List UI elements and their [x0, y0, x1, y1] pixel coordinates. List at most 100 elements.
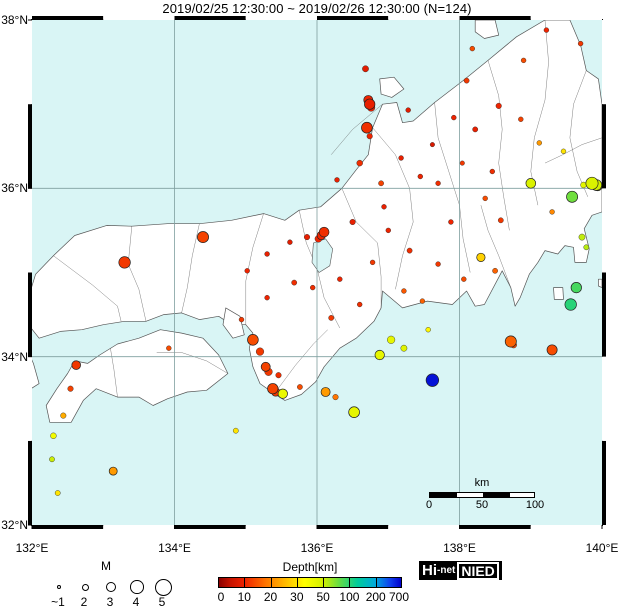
earthquake-marker	[297, 384, 303, 390]
earthquake-marker	[495, 102, 502, 109]
magnitude-symbol-3	[130, 580, 144, 594]
scale-unit-label: km	[474, 477, 490, 489]
depth-label-7: 700	[388, 590, 410, 604]
lat-tick-label-1: 36°N	[1, 181, 28, 196]
earthquake-marker	[546, 344, 558, 356]
earthquake-marker	[310, 284, 316, 291]
earthquake-marker	[361, 121, 373, 134]
earthquake-marker	[385, 227, 391, 234]
earthquake-marker	[264, 251, 270, 257]
earthquake-marker	[247, 334, 259, 346]
lon-tick-label-3: 138°E	[443, 541, 476, 555]
depth-tick-2	[270, 577, 272, 588]
earthquake-marker	[320, 387, 331, 397]
earthquake-marker	[469, 45, 475, 52]
earthquake-marker	[60, 412, 67, 419]
earthquake-marker	[387, 335, 396, 344]
earthquake-marker	[425, 373, 440, 387]
earthquake-marker	[406, 247, 413, 254]
lat-tick-label-0: 38°N	[1, 13, 28, 27]
earthquake-marker	[566, 190, 579, 203]
earthquake-marker	[54, 490, 61, 496]
magnitude-label-2: 3	[106, 595, 114, 609]
earthquake-marker	[549, 209, 555, 215]
map-graphics	[32, 20, 602, 525]
earthquake-marker	[357, 301, 363, 308]
earthquake-marker	[577, 40, 584, 47]
earthquake-marker	[419, 298, 426, 304]
earthquake-marker	[337, 276, 343, 282]
depth-colorbar	[218, 577, 402, 588]
earthquake-marker	[398, 155, 404, 161]
magnitude-symbol-2	[106, 582, 116, 592]
earthquake-marker	[482, 195, 488, 202]
scale-tick-0: 0	[425, 499, 433, 511]
magnitude-symbol-4	[154, 578, 172, 596]
earthquake-marker	[374, 349, 385, 361]
magnitude-symbol-1	[81, 583, 89, 591]
depth-tick-4	[323, 577, 325, 588]
earthquake-marker	[334, 177, 340, 183]
earthquake-marker	[197, 231, 209, 244]
page-title: 2019/02/25 12:30:00 ~ 2019/02/26 12:30:0…	[162, 1, 472, 16]
earthquake-marker	[362, 65, 369, 73]
earthquake-marker	[492, 267, 498, 274]
earthquake-marker	[349, 218, 356, 225]
earthquake-marker	[401, 288, 407, 294]
earthquake-marker	[255, 347, 265, 356]
magnitude-label-4: 5	[158, 595, 166, 609]
earthquake-marker	[417, 173, 423, 180]
earthquake-marker	[356, 159, 363, 167]
lon-tick-label-4: 140°E	[585, 541, 619, 555]
depth-label-5: 100	[339, 590, 360, 604]
earthquake-marker	[400, 344, 408, 352]
lon-tick-label-1: 134°E	[158, 541, 191, 555]
depth-label-6: 200	[365, 590, 386, 604]
earthquake-marker	[583, 244, 590, 251]
earthquake-marker	[118, 256, 131, 269]
earthquake-marker	[108, 466, 118, 476]
earthquake-marker	[275, 372, 282, 379]
depth-tick-3	[296, 577, 298, 588]
earthquake-marker	[451, 114, 457, 121]
earthquake-marker	[366, 133, 373, 140]
earthquake-marker	[497, 217, 504, 224]
earthquake-marker	[435, 261, 441, 267]
earthquake-marker	[461, 276, 467, 282]
logo-nied-text: NIED	[457, 561, 499, 580]
earthquake-marker	[71, 360, 81, 370]
earthquake-marker	[381, 204, 387, 210]
earthquake-marker	[536, 140, 542, 146]
earthquake-marker	[348, 406, 360, 418]
earthquake-marker	[560, 148, 567, 154]
magnitude-label-0: ~1	[51, 595, 65, 609]
earthquake-marker	[318, 226, 330, 238]
magnitude-label-1: 2	[80, 595, 88, 609]
earthquake-marker	[277, 388, 288, 399]
earthquake-marker	[49, 456, 55, 463]
earthquake-marker	[476, 252, 486, 262]
depth-label-1: 10	[237, 590, 251, 604]
magnitude-legend-title: M	[101, 559, 111, 573]
earthquake-marker	[364, 98, 376, 110]
map-canvas	[32, 20, 602, 525]
earthquake-marker	[328, 315, 335, 321]
earthquake-marker	[369, 259, 376, 266]
lat-tick-label-3: 32°N	[1, 518, 28, 532]
depth-label-2: 20	[263, 590, 278, 604]
earthquake-marker	[518, 116, 524, 122]
earthquake-marker	[405, 107, 411, 113]
scale-tick-2: 100	[525, 499, 545, 511]
earthquake-marker	[287, 239, 293, 245]
earthquake-marker	[304, 234, 311, 241]
earthquake-marker	[291, 279, 298, 286]
earthquake-marker	[472, 126, 479, 133]
earthquake-map[interactable]	[28, 16, 606, 529]
depth-label-3: 30	[290, 590, 304, 604]
earthquake-marker	[166, 345, 172, 351]
earthquake-marker	[489, 168, 495, 175]
magnitude-symbols	[36, 576, 176, 596]
earthquake-marker	[448, 219, 454, 225]
lon-tick-label-2: 136°E	[300, 541, 334, 555]
earthquake-marker	[564, 298, 577, 311]
